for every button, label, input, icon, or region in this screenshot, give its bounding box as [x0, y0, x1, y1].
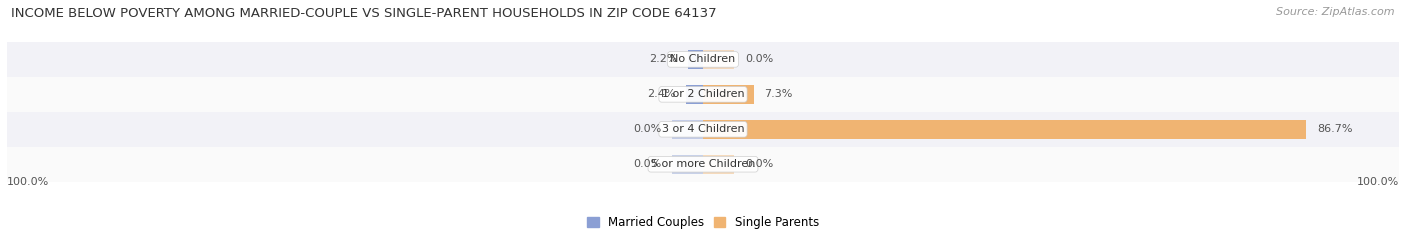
Text: 3 or 4 Children: 3 or 4 Children — [662, 124, 744, 134]
Bar — [686, 85, 703, 104]
Text: 100.0%: 100.0% — [7, 177, 49, 187]
Bar — [7, 147, 1399, 182]
Text: No Children: No Children — [671, 55, 735, 64]
Bar — [703, 155, 734, 174]
Bar — [7, 77, 1399, 112]
Text: 0.0%: 0.0% — [633, 124, 661, 134]
Text: 0.0%: 0.0% — [745, 159, 773, 169]
Bar — [672, 120, 703, 139]
Text: 5 or more Children: 5 or more Children — [651, 159, 755, 169]
Text: Source: ZipAtlas.com: Source: ZipAtlas.com — [1277, 7, 1395, 17]
Bar — [703, 50, 734, 69]
Text: 100.0%: 100.0% — [1357, 177, 1399, 187]
Bar — [672, 155, 703, 174]
Text: 2.2%: 2.2% — [648, 55, 678, 64]
Text: INCOME BELOW POVERTY AMONG MARRIED-COUPLE VS SINGLE-PARENT HOUSEHOLDS IN ZIP COD: INCOME BELOW POVERTY AMONG MARRIED-COUPL… — [11, 7, 717, 20]
Legend: Married Couples, Single Parents: Married Couples, Single Parents — [586, 216, 820, 229]
Bar — [688, 50, 703, 69]
Bar — [703, 120, 1306, 139]
Bar — [703, 85, 754, 104]
Bar — [7, 42, 1399, 77]
Text: 86.7%: 86.7% — [1317, 124, 1353, 134]
Text: 7.3%: 7.3% — [765, 89, 793, 99]
Text: 2.4%: 2.4% — [647, 89, 676, 99]
Text: 1 or 2 Children: 1 or 2 Children — [662, 89, 744, 99]
Text: 0.0%: 0.0% — [633, 159, 661, 169]
Text: 0.0%: 0.0% — [745, 55, 773, 64]
Bar — [7, 112, 1399, 147]
